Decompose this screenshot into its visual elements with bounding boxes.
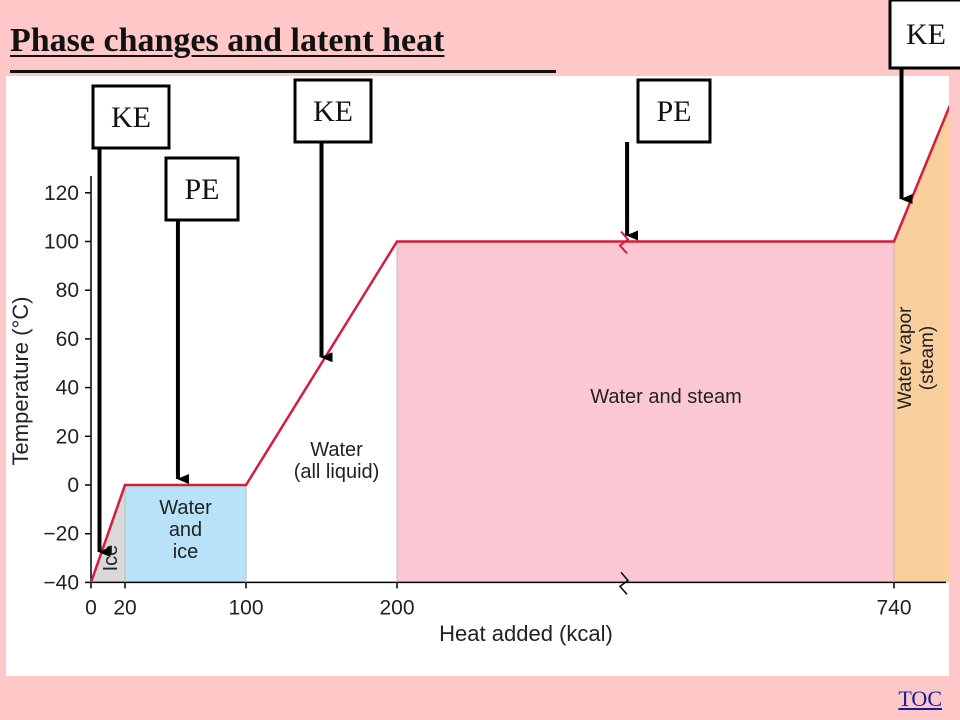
y-tick-label: 40 xyxy=(56,377,79,400)
y-tick-label: 100 xyxy=(44,231,79,254)
region-label-vapor: (steam) xyxy=(917,326,938,390)
y-tick-label: −40 xyxy=(43,571,79,594)
region-vapor xyxy=(894,107,949,583)
y-tick-label: 120 xyxy=(44,182,79,205)
region-label-water-ice: and xyxy=(169,519,202,541)
annotation-box xyxy=(888,0,960,70)
region-label-vapor: Water vapor xyxy=(895,306,916,409)
y-tick-label: 0 xyxy=(67,474,79,497)
x-tick-label: 740 xyxy=(876,596,911,619)
x-tick-label: 100 xyxy=(228,596,263,619)
axis-break-mark xyxy=(618,571,630,595)
x-axis-label: Heat added (kcal) xyxy=(439,621,613,646)
region-label-water-ice: ice xyxy=(173,541,199,563)
region-label-water-liquid: Water xyxy=(310,439,363,461)
y-tick-label: 60 xyxy=(56,328,79,351)
toc-link[interactable]: TOC xyxy=(898,686,942,711)
y-axis-label: Temperature (°C) xyxy=(8,297,33,466)
y-tick-label: 80 xyxy=(56,279,79,302)
heating-curve xyxy=(89,104,949,583)
x-tick-label: 20 xyxy=(113,596,136,619)
plot-panel: 120 100 80 60 40 20 0 −20 −40 0 20 100 200 740 Heat ad… xyxy=(6,76,949,676)
x-tick-label: 0 xyxy=(85,596,97,619)
region-water-ice xyxy=(125,485,246,583)
region-label-water-ice: Water xyxy=(159,497,212,519)
slide-title: Phase changes and latent heat xyxy=(10,22,445,59)
x-tick-label: 200 xyxy=(379,596,414,619)
title-underline xyxy=(10,70,556,73)
y-tick-label: −20 xyxy=(43,523,79,546)
annotation-label: KE xyxy=(906,18,946,51)
region-label-water-liquid: (all liquid) xyxy=(294,461,380,483)
region-water-steam xyxy=(397,241,894,583)
y-tick-label: 20 xyxy=(56,425,79,448)
region-label-water-steam: Water and steam xyxy=(590,386,742,408)
